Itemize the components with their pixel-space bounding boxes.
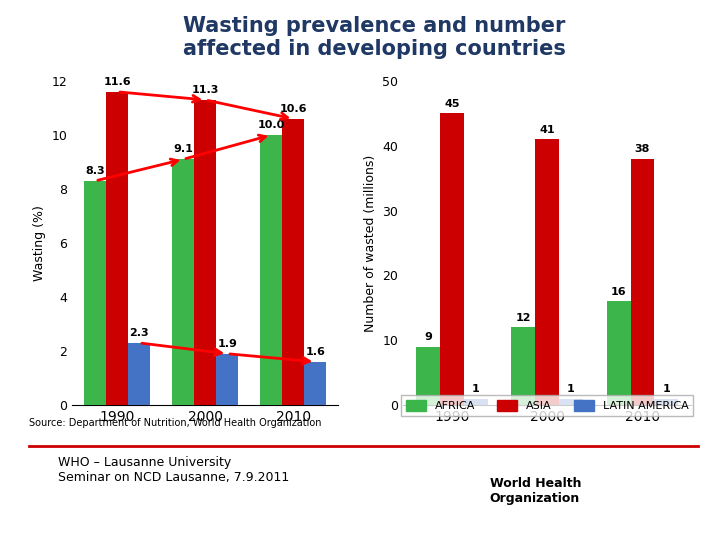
Text: WHO – Lausanne University
Seminar on NCD Lausanne, 7.9.2011: WHO – Lausanne University Seminar on NCD… bbox=[58, 456, 289, 484]
Text: 1: 1 bbox=[662, 384, 670, 394]
Text: 41: 41 bbox=[539, 125, 555, 135]
Text: 9: 9 bbox=[424, 332, 432, 342]
Bar bbox=[440, 113, 464, 405]
Bar bbox=[106, 92, 128, 405]
Text: 8.3: 8.3 bbox=[85, 166, 105, 176]
Bar bbox=[464, 399, 487, 405]
Text: 1.6: 1.6 bbox=[305, 347, 325, 357]
Text: 10.6: 10.6 bbox=[279, 104, 307, 114]
Text: World Health
Organization: World Health Organization bbox=[490, 477, 581, 505]
Text: 11.6: 11.6 bbox=[104, 77, 131, 87]
Bar bbox=[654, 399, 678, 405]
Text: 16: 16 bbox=[611, 287, 626, 297]
Text: 1: 1 bbox=[472, 384, 480, 394]
Bar bbox=[194, 100, 216, 405]
Bar bbox=[305, 362, 326, 405]
Text: 10.0: 10.0 bbox=[258, 120, 285, 130]
Text: 11.3: 11.3 bbox=[192, 85, 219, 95]
Bar bbox=[631, 159, 654, 405]
Bar bbox=[282, 119, 305, 405]
Bar bbox=[260, 135, 282, 405]
Text: 45: 45 bbox=[444, 99, 460, 109]
Legend: AFRICA, ASIA, LATIN AMERICA: AFRICA, ASIA, LATIN AMERICA bbox=[401, 395, 693, 416]
Bar bbox=[84, 181, 106, 405]
Bar bbox=[416, 347, 440, 405]
Text: Source: Department of Nutrition, World Health Organization: Source: Department of Nutrition, World H… bbox=[29, 418, 321, 429]
Bar bbox=[128, 343, 150, 405]
Y-axis label: Number of wasted (millions): Number of wasted (millions) bbox=[364, 154, 377, 332]
Bar bbox=[607, 301, 631, 405]
Text: 1.9: 1.9 bbox=[217, 339, 237, 349]
Bar bbox=[172, 159, 194, 405]
Text: 1: 1 bbox=[567, 384, 575, 394]
Text: 9.1: 9.1 bbox=[174, 144, 193, 154]
Text: 2.3: 2.3 bbox=[130, 328, 149, 338]
Bar bbox=[559, 399, 583, 405]
Bar bbox=[535, 139, 559, 405]
Y-axis label: Wasting (%): Wasting (%) bbox=[32, 205, 45, 281]
Text: 12: 12 bbox=[516, 313, 531, 323]
Bar bbox=[216, 354, 238, 405]
Bar bbox=[511, 327, 535, 405]
Text: 38: 38 bbox=[635, 144, 650, 154]
Text: Wasting prevalence and number
affected in developing countries: Wasting prevalence and number affected i… bbox=[183, 16, 566, 59]
